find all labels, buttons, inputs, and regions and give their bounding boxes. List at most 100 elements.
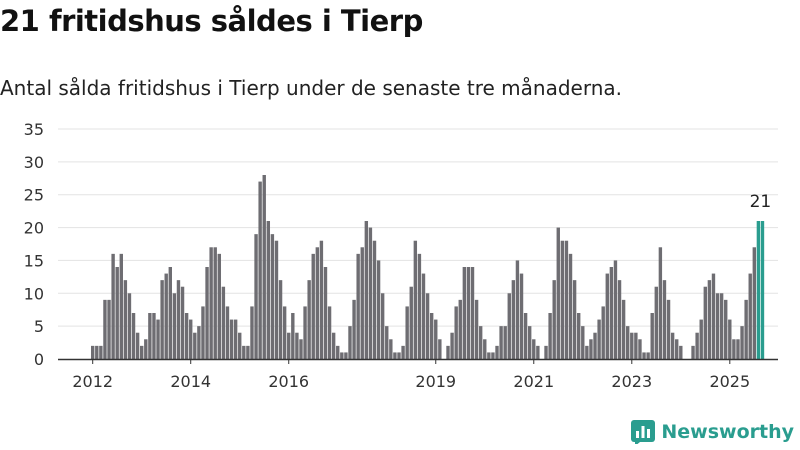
x-tick-label: 2025 bbox=[709, 372, 750, 391]
x-tick-label: 2012 bbox=[72, 372, 113, 391]
bar bbox=[246, 345, 250, 359]
x-tick-label: 2016 bbox=[268, 372, 309, 391]
bar bbox=[748, 273, 752, 359]
bar bbox=[95, 345, 99, 359]
bar bbox=[466, 267, 471, 359]
bar bbox=[491, 352, 495, 359]
bar bbox=[548, 313, 552, 359]
y-tick-label: 15 bbox=[24, 251, 44, 270]
bar bbox=[523, 313, 528, 359]
bar bbox=[503, 326, 507, 359]
bar bbox=[323, 267, 328, 359]
bar bbox=[691, 345, 695, 359]
bar bbox=[707, 280, 712, 359]
bar bbox=[331, 332, 336, 359]
bar bbox=[364, 221, 369, 359]
bar bbox=[160, 280, 164, 359]
bar bbox=[597, 319, 601, 359]
bar bbox=[740, 326, 744, 359]
bar bbox=[581, 326, 585, 359]
bar bbox=[356, 253, 360, 359]
bar bbox=[454, 306, 458, 359]
x-tick-label: 2014 bbox=[170, 372, 211, 391]
bar bbox=[711, 273, 716, 359]
bar bbox=[576, 313, 581, 359]
bar bbox=[499, 326, 503, 359]
bar bbox=[409, 286, 413, 359]
bar bbox=[127, 293, 132, 359]
bar bbox=[679, 345, 683, 359]
bar bbox=[144, 339, 148, 359]
y-tick-label: 10 bbox=[24, 284, 44, 303]
bar bbox=[140, 345, 144, 359]
bar bbox=[336, 345, 340, 359]
bar bbox=[732, 339, 736, 359]
bar bbox=[703, 286, 707, 359]
bar bbox=[380, 293, 385, 359]
bar bbox=[135, 332, 140, 359]
bar bbox=[630, 332, 634, 359]
bar bbox=[168, 267, 172, 359]
bar bbox=[274, 240, 279, 359]
bar bbox=[474, 299, 479, 359]
bar bbox=[719, 293, 724, 359]
highlight-bar bbox=[760, 221, 765, 359]
y-tick-label: 30 bbox=[24, 153, 44, 172]
bar bbox=[119, 253, 123, 359]
bar bbox=[319, 240, 324, 359]
bar bbox=[376, 260, 381, 359]
bar bbox=[613, 260, 618, 359]
page-title: 21 fritidshus såldes i Tierp bbox=[0, 4, 423, 38]
bar bbox=[209, 247, 213, 359]
bar bbox=[515, 260, 520, 359]
bar bbox=[585, 345, 589, 359]
bar bbox=[193, 332, 197, 359]
bar bbox=[225, 306, 230, 359]
bar bbox=[458, 299, 462, 359]
bar bbox=[552, 280, 556, 359]
bar bbox=[258, 181, 262, 359]
bar bbox=[262, 175, 266, 359]
bar bbox=[736, 339, 740, 359]
bar bbox=[752, 247, 757, 359]
bar bbox=[487, 352, 491, 359]
bar bbox=[189, 319, 193, 359]
bar bbox=[372, 240, 377, 359]
bar bbox=[238, 332, 242, 359]
bar bbox=[115, 267, 119, 359]
bar bbox=[572, 280, 577, 359]
bar bbox=[250, 306, 254, 359]
bar bbox=[348, 326, 352, 359]
bar bbox=[405, 306, 409, 359]
bar bbox=[107, 299, 111, 359]
bar bbox=[478, 326, 483, 359]
bar bbox=[495, 345, 499, 359]
bar bbox=[658, 247, 663, 359]
bar bbox=[621, 299, 626, 359]
x-tick-label: 2023 bbox=[611, 372, 652, 391]
bar bbox=[180, 286, 185, 359]
bar bbox=[507, 293, 511, 359]
bar bbox=[152, 313, 156, 359]
bar bbox=[670, 332, 675, 359]
bar bbox=[397, 352, 401, 359]
bar bbox=[385, 326, 389, 359]
bar bbox=[589, 339, 593, 359]
bar bbox=[311, 253, 315, 359]
bar bbox=[446, 345, 450, 359]
bar bbox=[344, 352, 348, 359]
bar bbox=[278, 280, 283, 359]
bar bbox=[266, 221, 271, 359]
bar bbox=[176, 280, 181, 359]
bar bbox=[434, 319, 438, 359]
bar bbox=[299, 339, 303, 359]
bar bbox=[593, 332, 597, 359]
bar bbox=[634, 332, 638, 359]
bar bbox=[295, 332, 299, 359]
bar bbox=[197, 326, 201, 359]
newsworthy-logo-icon bbox=[631, 420, 656, 444]
bar bbox=[438, 339, 442, 359]
bar bbox=[675, 339, 679, 359]
bar bbox=[368, 227, 373, 359]
